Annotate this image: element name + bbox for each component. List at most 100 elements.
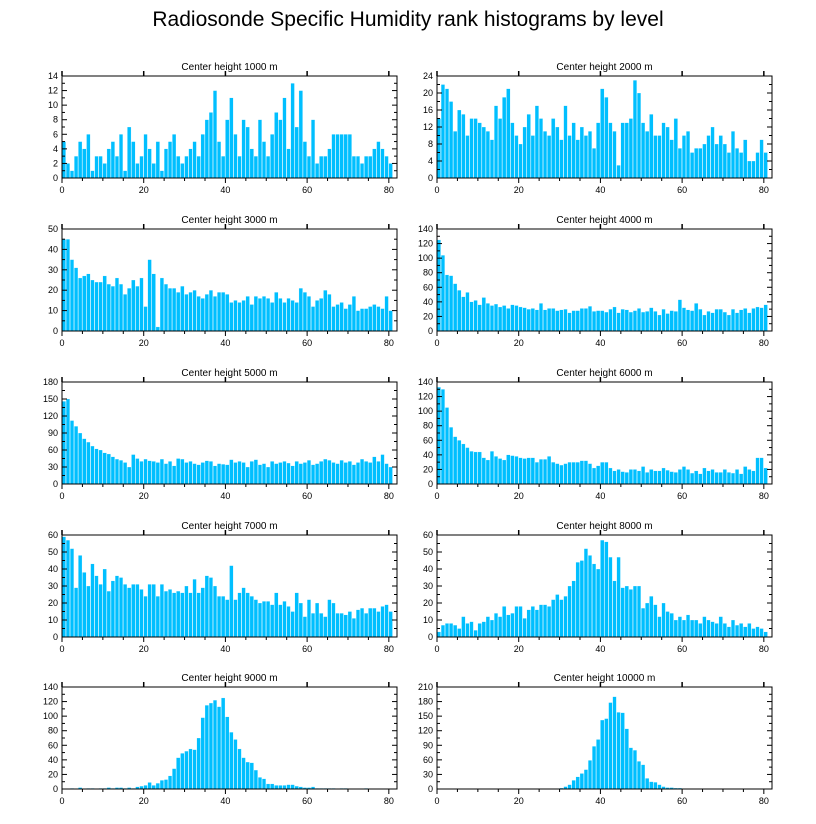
histogram-bar — [286, 148, 291, 179]
histogram-bar — [70, 259, 74, 332]
y-tick-label: 0 — [428, 173, 433, 183]
histogram-bar — [755, 152, 760, 179]
histogram-bar — [168, 775, 173, 790]
histogram-bar — [714, 623, 719, 638]
histogram-bar — [530, 308, 535, 332]
histogram-bar — [257, 602, 262, 638]
histogram-bar — [661, 122, 666, 179]
histogram-bar — [494, 456, 499, 485]
histogram-bar — [155, 141, 160, 179]
histogram-bar — [477, 122, 482, 179]
histogram-bar — [637, 92, 641, 179]
histogram-bar — [645, 778, 650, 790]
y-tick-label: 80 — [423, 268, 433, 278]
histogram-bar — [457, 440, 462, 485]
panel-title: Center height 5000 m — [181, 368, 277, 379]
histogram-bar — [722, 623, 727, 638]
histogram-bar — [123, 294, 128, 332]
histogram-bar — [539, 118, 543, 179]
histogram-bar — [221, 156, 226, 179]
y-tick-label: 4 — [428, 156, 433, 166]
histogram-bar — [270, 302, 275, 332]
histogram-bar — [726, 314, 731, 332]
histogram-bar — [168, 589, 173, 638]
x-tick-label: 40 — [595, 491, 605, 501]
histogram-bar — [286, 606, 291, 638]
histogram-bar — [657, 135, 662, 179]
histogram-bar — [600, 719, 605, 790]
histogram-bar — [543, 131, 548, 179]
histogram-bar — [445, 407, 449, 485]
histogram-bar — [229, 459, 234, 485]
histogram-bar — [364, 156, 369, 179]
histogram-bar — [119, 283, 124, 332]
histogram-bar — [188, 748, 193, 790]
histogram-bar — [196, 156, 201, 179]
histogram-bar — [714, 472, 719, 485]
histogram-bar — [139, 589, 144, 638]
histogram-bar — [123, 170, 128, 179]
histogram-bar — [669, 310, 674, 332]
x-tick-label: 40 — [220, 338, 230, 348]
histogram-bar — [526, 457, 531, 485]
histogram-bar — [653, 470, 658, 485]
histogram-bar — [755, 626, 760, 638]
histogram-bar — [575, 562, 580, 638]
histogram-bar — [522, 458, 527, 485]
histogram-bar — [127, 587, 132, 638]
histogram-bar — [649, 781, 654, 790]
histogram-bar — [453, 131, 458, 179]
histogram-bar — [518, 457, 523, 485]
histogram-bar — [213, 296, 217, 332]
histogram-bar — [372, 304, 377, 332]
histogram-bar — [106, 283, 111, 332]
histogram-bar — [356, 310, 360, 332]
histogram-bar — [176, 292, 181, 332]
histogram-bar — [588, 760, 592, 790]
histogram-bar — [176, 156, 181, 179]
histogram-bar — [172, 768, 177, 790]
histogram-bar — [645, 131, 650, 179]
histogram-bar — [192, 749, 197, 790]
histogram-bar — [225, 599, 230, 638]
histogram-bar — [600, 310, 605, 332]
histogram-bar — [710, 469, 715, 485]
histogram-bar — [311, 613, 316, 638]
histogram-bar — [278, 785, 283, 790]
histogram-bar — [102, 452, 107, 485]
histogram-bar — [632, 585, 637, 638]
histogram-bar — [335, 134, 340, 179]
histogram-bar — [176, 757, 181, 790]
histogram-bar — [94, 575, 99, 638]
histogram-bar — [681, 466, 686, 485]
histogram-bar — [155, 783, 160, 790]
histogram-bar — [61, 401, 66, 485]
histogram-bar — [110, 580, 115, 638]
histogram-bar — [347, 611, 352, 638]
histogram-bar — [347, 461, 352, 485]
y-tick-label: 30 — [423, 581, 433, 591]
histogram-bar — [266, 783, 271, 790]
y-tick-label: 140 — [43, 682, 58, 692]
histogram-bar — [114, 277, 119, 332]
histogram-bar — [298, 90, 303, 179]
histogram-bar — [147, 584, 152, 638]
histogram-bar — [159, 780, 164, 790]
histogram-bar — [253, 156, 258, 179]
histogram-bar — [286, 298, 291, 332]
y-tick-label: 0 — [428, 632, 433, 642]
x-tick-label: 80 — [384, 338, 394, 348]
histogram-bar — [262, 463, 266, 485]
histogram-bar — [213, 585, 217, 638]
histogram-bar — [604, 311, 609, 332]
histogram-bar — [608, 556, 613, 638]
histogram-bar — [339, 613, 344, 638]
histogram-bar — [233, 134, 238, 179]
histogram-bar — [380, 148, 385, 179]
histogram-bar — [547, 456, 552, 485]
histogram-bar — [204, 575, 209, 638]
histogram-panel-1: Center height 1000 m 0 2 4 6 8 10 12 14 0 20 40 60 80 — [48, 62, 398, 195]
histogram-bar — [706, 619, 711, 638]
histogram-bar — [567, 784, 572, 790]
histogram-bar — [755, 306, 760, 332]
